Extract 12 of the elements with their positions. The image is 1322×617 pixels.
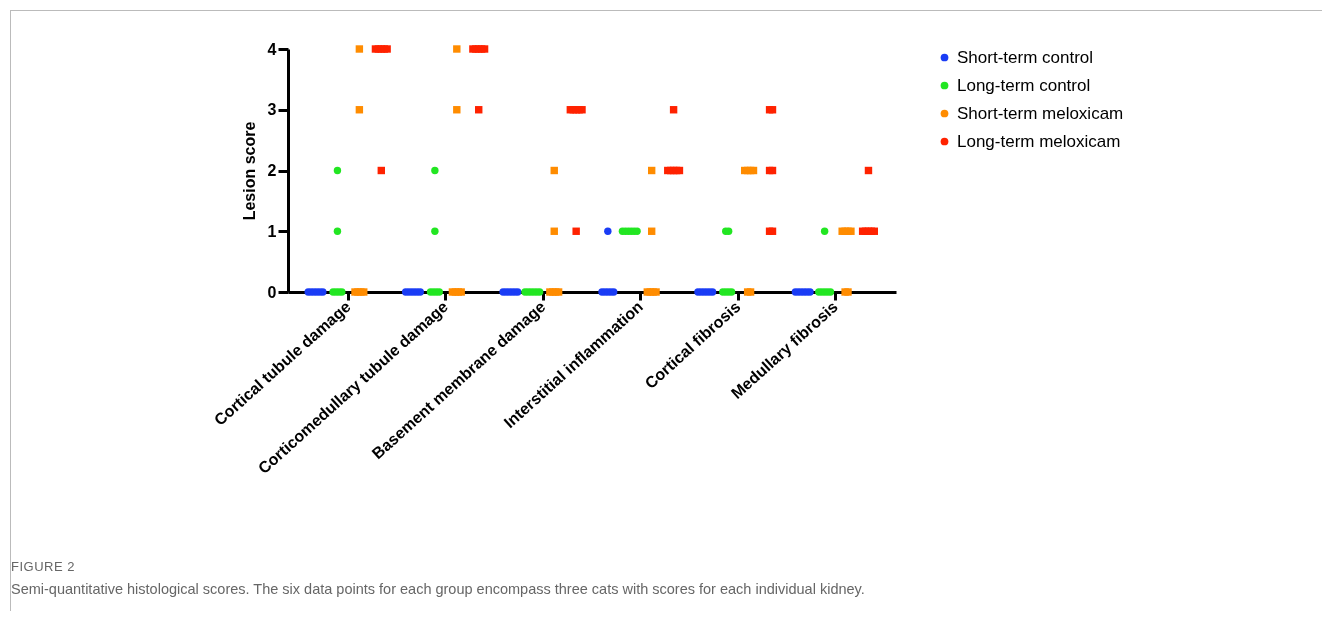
y-axis-title: Lesion score <box>240 121 258 221</box>
legend-label: Long-term meloxicam <box>957 131 1121 151</box>
text: Semi-quantitative histological scores. The six data points for each group encompass three cats with scores for each individual kidney. <box>11 580 865 599</box>
y-tick-label: 0 <box>267 283 277 301</box>
y-tick-label: 4 <box>267 40 277 58</box>
legend-label: Short-term control <box>957 47 1094 67</box>
y-tick-label: 2 <box>267 162 277 179</box>
legend-label: Long-term control <box>957 75 1091 95</box>
legend-label: Short-term meloxicam <box>957 103 1124 123</box>
caption: FIGURE 2 <box>11 558 76 576</box>
y-tick-label: 3 <box>267 101 277 119</box>
y-tick-label: 1 <box>267 222 277 240</box>
